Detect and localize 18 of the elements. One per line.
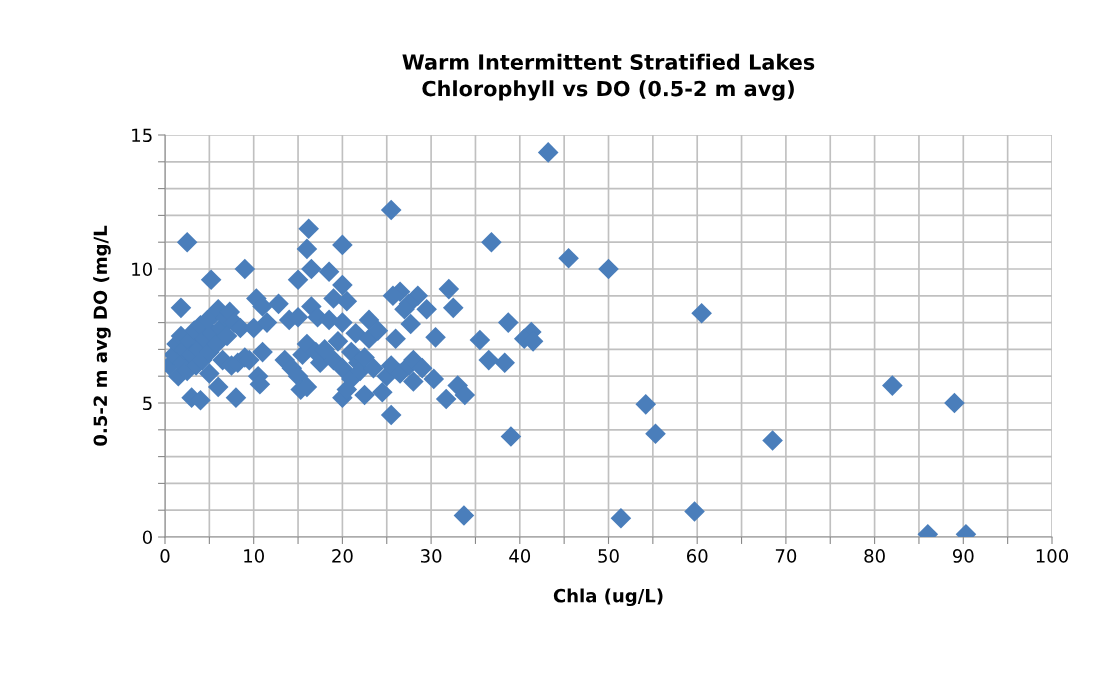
x-axis-title: Chla (ug/L)	[553, 588, 663, 607]
x-tick-label: 100	[1036, 549, 1069, 563]
y-tick-label: 5	[143, 396, 152, 411]
y-tick-label: 0	[142, 530, 152, 545]
chart-title: Warm Intermittent Stratified Lakes Chlorophyll vs DO (0.5-2 m avg)	[402, 53, 815, 101]
x-tick-label: 70	[775, 549, 797, 563]
x-tick-label: 30	[420, 549, 442, 563]
x-tick-label: 60	[686, 549, 708, 563]
x-tick-label: 0	[160, 549, 170, 563]
y-tick-label: 15	[132, 128, 152, 143]
x-tick-label: 20	[332, 549, 353, 563]
y-tick-label: 10	[132, 262, 152, 277]
x-tick-label: 50	[598, 549, 619, 563]
x-tick-label: 90	[952, 549, 974, 563]
x-tick-label: 40	[509, 549, 531, 563]
x-tick-label: 10	[244, 549, 264, 563]
x-tick-label: 80	[864, 549, 885, 563]
y-axis-title: 0.5-2 m avg DO (mg/L	[93, 225, 111, 446]
